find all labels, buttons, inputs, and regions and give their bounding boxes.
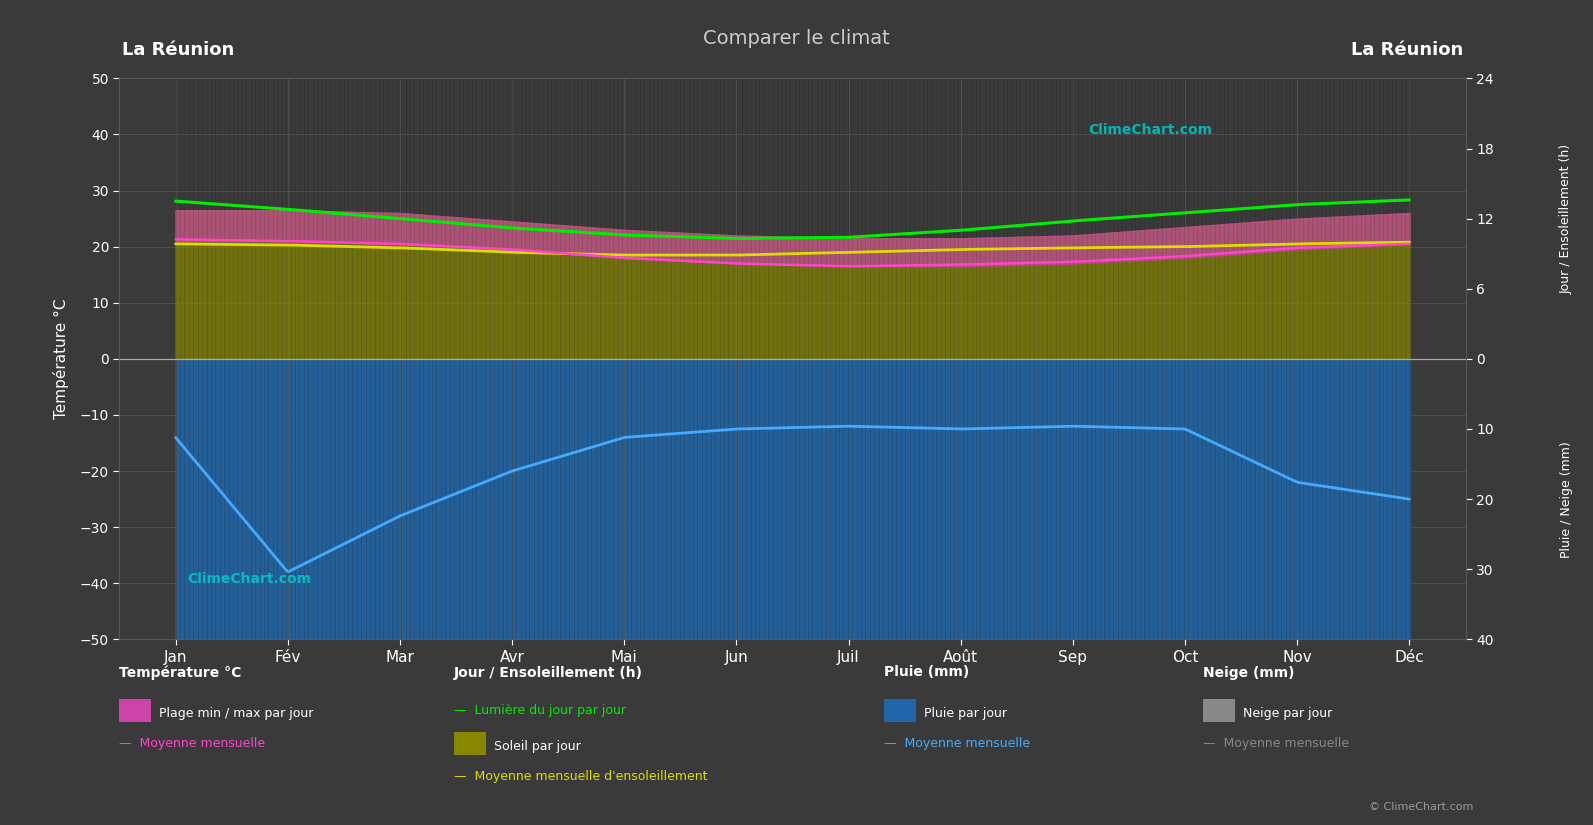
Text: —  Moyenne mensuelle: — Moyenne mensuelle — [1203, 737, 1349, 750]
Text: —  Lumière du jour par jour: — Lumière du jour par jour — [454, 704, 626, 717]
Y-axis label: Température °C: Température °C — [53, 299, 68, 419]
Text: © ClimeChart.com: © ClimeChart.com — [1368, 802, 1474, 812]
Text: —  Moyenne mensuelle: — Moyenne mensuelle — [119, 737, 266, 750]
Text: ClimeChart.com: ClimeChart.com — [1088, 124, 1212, 138]
Text: ClimeChart.com: ClimeChart.com — [186, 573, 311, 587]
Text: Neige par jour: Neige par jour — [1243, 707, 1332, 720]
Text: Jour / Ensoleillement (h): Jour / Ensoleillement (h) — [1560, 144, 1572, 294]
Text: La Réunion: La Réunion — [1351, 40, 1462, 59]
Text: Neige (mm): Neige (mm) — [1203, 666, 1294, 680]
Text: Pluie par jour: Pluie par jour — [924, 707, 1007, 720]
Text: Pluie (mm): Pluie (mm) — [884, 666, 970, 680]
Text: —  Moyenne mensuelle: — Moyenne mensuelle — [884, 737, 1031, 750]
Text: Pluie / Neige (mm): Pluie / Neige (mm) — [1560, 441, 1572, 558]
Text: Soleil par jour: Soleil par jour — [494, 740, 580, 753]
Text: La Réunion: La Réunion — [123, 40, 234, 59]
Text: Température °C: Température °C — [119, 665, 242, 680]
Text: Plage min / max par jour: Plage min / max par jour — [159, 707, 314, 720]
Text: Comparer le climat: Comparer le climat — [703, 29, 890, 48]
Text: —  Moyenne mensuelle d'ensoleillement: — Moyenne mensuelle d'ensoleillement — [454, 770, 707, 783]
Text: Jour / Ensoleillement (h): Jour / Ensoleillement (h) — [454, 666, 644, 680]
